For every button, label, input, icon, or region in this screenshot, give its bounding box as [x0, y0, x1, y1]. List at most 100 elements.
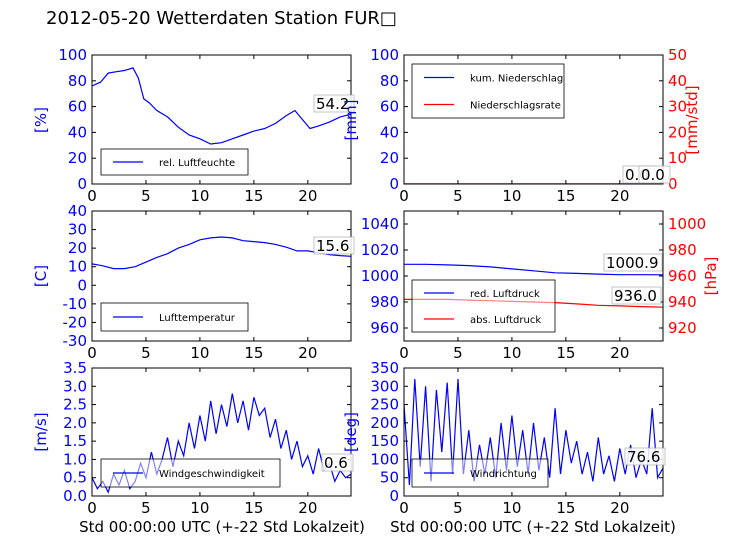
series-group — [404, 378, 663, 486]
y-tick-label: 100 — [370, 46, 399, 64]
y-tick-label: 1.0 — [63, 450, 87, 468]
y-tick-label: 1020 — [361, 241, 399, 259]
x-tick-label: 20 — [610, 344, 629, 362]
x-tick-label: 15 — [556, 187, 575, 205]
y-tick-label: -30 — [63, 332, 88, 350]
plot-frame — [91, 367, 352, 497]
y2-tick-label: 20 — [668, 123, 687, 141]
y-tick-label: 80 — [68, 72, 87, 90]
value-annotation: 54.2 — [316, 95, 349, 113]
y-tick-label: 980 — [370, 293, 399, 311]
value-annotation: 0.0 — [641, 166, 665, 184]
x-tick-label: 15 — [556, 499, 575, 517]
y-tick-label: 20 — [380, 149, 399, 167]
annotation-box — [611, 286, 662, 305]
series-line — [92, 67, 351, 145]
x-tick-label: 20 — [298, 344, 317, 362]
plot-frame — [403, 367, 664, 497]
chart-panel-4: 0 5 10 15 20 960 980 1000 1020 1040 920 940 960 980 10… — [361, 210, 720, 362]
y-tick-label: 3.0 — [63, 377, 87, 395]
y2-tick-label: 940 — [668, 293, 697, 311]
y-axis-label: [m/s] — [32, 412, 50, 451]
plot-frame — [91, 210, 352, 342]
x-tick-label: 10 — [502, 499, 521, 517]
y-tick-label: 1040 — [361, 215, 399, 233]
x-tick-label: 10 — [502, 187, 521, 205]
y-axis-label: [C] — [32, 265, 50, 287]
y-tick-label: 50 — [380, 469, 399, 487]
x-tick-label: 0 — [399, 499, 409, 517]
y-tick-label: 350 — [370, 359, 399, 377]
y-tick-label: 3.5 — [63, 359, 87, 377]
x-tick-label: 0 — [399, 187, 409, 205]
legend: Windrichtung — [411, 458, 549, 488]
value-annotation: 0.6 — [324, 454, 348, 472]
legend-label: kum. Niederschlag — [470, 74, 563, 85]
x-tick-label: 10 — [502, 344, 521, 362]
series-group — [92, 236, 351, 270]
x-tick-label: 15 — [556, 344, 575, 362]
chart-panel-1: 0 5 10 15 20 0 20 40 60 80 100 [%] 54.2 rel. Luftfeuc… — [32, 46, 355, 205]
legend-label: Niederschlagsrate — [470, 101, 561, 112]
y-tick-label: 30 — [68, 221, 87, 239]
x-tick-label: 5 — [141, 344, 151, 362]
y-axis-label: [deg] — [342, 412, 360, 452]
x-tick-label: 0 — [399, 344, 409, 362]
y-tick-label: 0 — [77, 175, 87, 193]
x-tick-label: 20 — [610, 187, 629, 205]
legend: rel. Luftfeuchte — [100, 148, 249, 176]
x-tick-label: 15 — [244, 187, 263, 205]
y-tick-label: 20 — [68, 239, 87, 257]
y-tick-label: 2.0 — [63, 414, 87, 432]
chart-panel-5: 0 5 10 15 20 0.00.51.01.52.02.53.03.5 [m/s] Std… — [32, 359, 365, 536]
y-tick-label: 2.5 — [63, 396, 87, 414]
y2-tick-label: 0 — [668, 175, 678, 193]
y-tick-label: 0.0 — [63, 487, 87, 505]
legend: red. Luftdruck abs. Luftdruck — [411, 279, 556, 333]
y2-tick-label: 40 — [668, 72, 687, 90]
annotation-box — [313, 94, 355, 113]
x-tick-label: 10 — [190, 187, 209, 205]
x-tick-label: 5 — [453, 187, 463, 205]
x-tick-label: 20 — [610, 499, 629, 517]
series-line — [404, 263, 663, 276]
y-tick-label: 10 — [68, 258, 87, 276]
legend-label: rel. Luftfeuchte — [159, 158, 235, 169]
y-tick-label: -20 — [63, 313, 88, 331]
y2-tick-label: 960 — [668, 267, 697, 285]
legend-label: Windrichtung — [470, 469, 537, 480]
legend: Lufttemperatur — [100, 302, 249, 332]
x-tick-label: 20 — [298, 187, 317, 205]
x-tick-label: 15 — [244, 344, 263, 362]
y2-tick-label: 30 — [668, 98, 687, 116]
series-group — [92, 67, 351, 145]
y-tick-label: -10 — [63, 295, 88, 313]
annotation-box — [313, 236, 355, 255]
x-tick-label: 5 — [141, 187, 151, 205]
y-tick-label: 1.5 — [63, 432, 87, 450]
y2-tick-label: 50 — [668, 46, 687, 64]
x-tick-label: 15 — [244, 499, 263, 517]
x-tick-label: 5 — [141, 499, 151, 517]
x-tick-label: 0 — [87, 344, 97, 362]
legend-label: Lufttemperatur — [159, 313, 236, 324]
y-tick-label: 40 — [380, 123, 399, 141]
annotation-box — [603, 253, 663, 272]
y-tick-label: 0.5 — [63, 469, 87, 487]
y-tick-label: 1000 — [361, 267, 399, 285]
legend: Windgeschwindigkeit — [100, 458, 281, 488]
y-tick-label: 20 — [68, 149, 87, 167]
y-tick-label: 60 — [380, 98, 399, 116]
y2-tick-label: 1000 — [668, 215, 706, 233]
legend-box — [411, 63, 565, 119]
y-tick-label: 40 — [68, 202, 87, 220]
legend-box — [411, 279, 556, 333]
y2-tick-label: 980 — [668, 241, 697, 259]
value-annotation: 76.6 — [627, 448, 660, 466]
x-tick-label: 5 — [453, 499, 463, 517]
x-tick-label: 0 — [87, 187, 97, 205]
chart-panel-3: 0 5 10 15 20-30-20-10010203040[C]15.6Lufttem… — [32, 202, 355, 362]
legend-label: Windgeschwindigkeit — [159, 469, 265, 480]
legend-label: abs. Luftdruck — [470, 315, 541, 326]
